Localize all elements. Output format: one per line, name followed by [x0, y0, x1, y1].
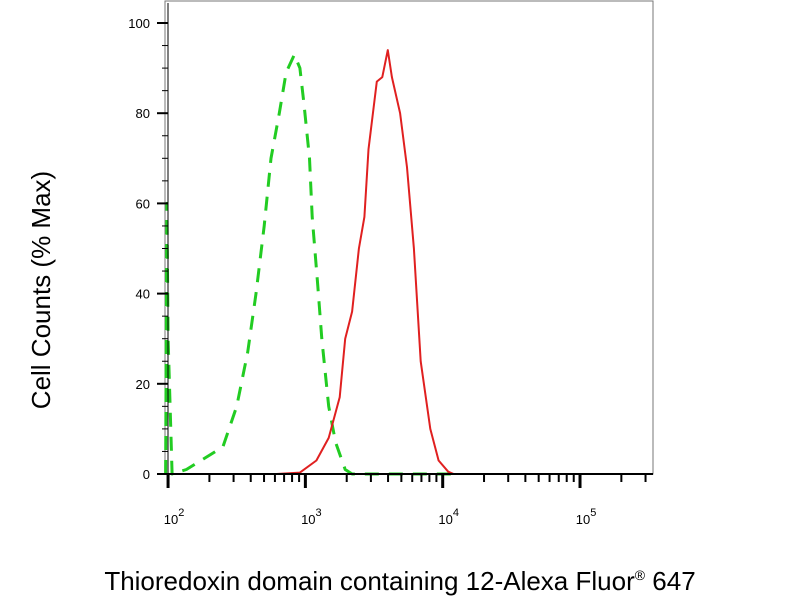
y-tick-label: 20 — [136, 377, 150, 392]
x-tick-label: 103 — [301, 507, 322, 527]
x-tick-label: 102 — [164, 507, 185, 527]
y-tick-label: 100 — [128, 16, 150, 31]
y-tick-label: 60 — [136, 196, 150, 211]
x-axis-title-suffix: 647 — [645, 566, 696, 596]
y-tick-label: 0 — [143, 467, 150, 482]
y-tick-label: 40 — [136, 287, 150, 302]
y-axis-title: Cell Counts (% Max) — [26, 171, 56, 409]
x-tick-label: 105 — [576, 507, 597, 527]
axes-layer — [157, 3, 653, 488]
plot-frame — [164, 0, 654, 475]
tick-labels: 0 20 40 60 80 100 102 103 104 105 — [128, 16, 596, 527]
series-layer — [164, 49, 653, 476]
x-axis-title: Thioredoxin domain containing 12-Alexa F… — [104, 566, 695, 596]
y-tick-label: 80 — [136, 106, 150, 121]
x-axis-title-main: Thioredoxin domain containing 12-Alexa F… — [104, 566, 635, 596]
registered-mark: ® — [635, 567, 646, 583]
x-tick-label: 104 — [438, 507, 459, 527]
series-line-2 — [165, 49, 653, 475]
series-line-1 — [164, 53, 454, 476]
